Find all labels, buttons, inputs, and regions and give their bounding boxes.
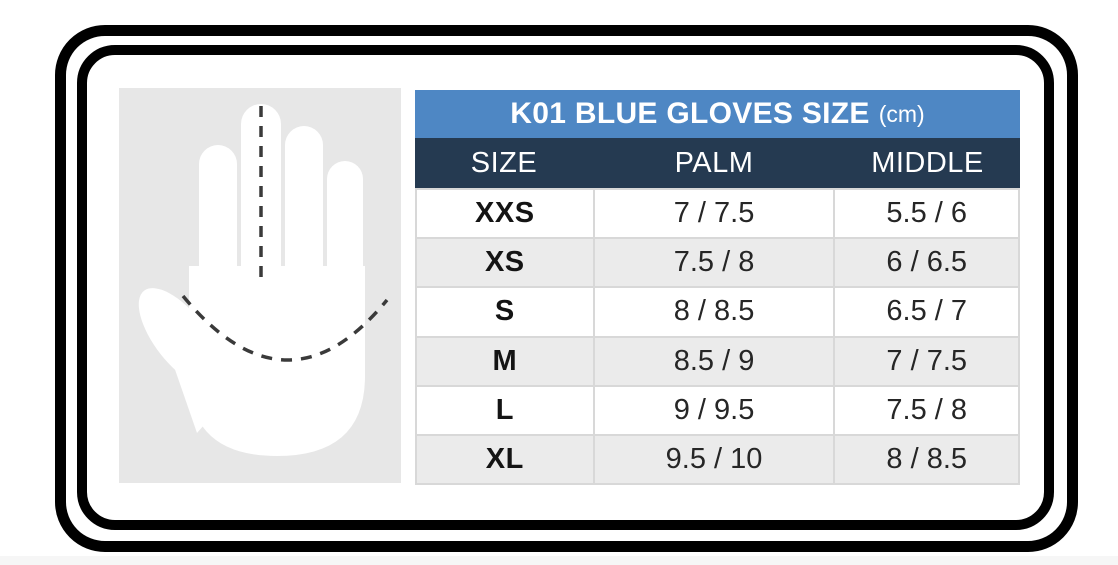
column-header-palm: PALM — [674, 146, 754, 179]
size-cell: XL — [417, 435, 593, 483]
bottom-background-strip — [0, 556, 1118, 565]
size-cell: S — [417, 288, 593, 336]
middle-finger — [241, 104, 281, 304]
size-cell: XS — [417, 239, 593, 287]
middle-cell: 6.5 / 7 — [835, 288, 1018, 336]
column-header-size: SIZE — [470, 146, 538, 179]
table-row: XS 7.5 / 8 6 / 6.5 — [417, 239, 1018, 287]
hand-icon — [119, 88, 401, 483]
palm-cell: 8.5 / 9 — [594, 337, 834, 385]
hand-measurement-illustration — [119, 88, 401, 483]
table-row: XL 9.5 / 10 8 / 8.5 — [417, 435, 1018, 483]
size-cell: XXS — [417, 190, 593, 238]
size-table: K01 BLUE GLOVES SIZE (cm) SIZE PALM MIDD… — [415, 90, 1020, 485]
size-cell: M — [417, 337, 593, 385]
middle-cell: 5.5 / 6 — [835, 190, 1018, 238]
thumb-webbing — [171, 328, 219, 433]
palm-cell: 9 / 9.5 — [594, 386, 834, 434]
table-title: K01 BLUE GLOVES SIZE — [510, 97, 870, 130]
palm-cell: 8 / 8.5 — [594, 288, 834, 336]
card-inner-border — [77, 45, 1054, 530]
middle-cell: 8 / 8.5 — [835, 435, 1018, 483]
table-title-bar: K01 BLUE GLOVES SIZE (cm) — [415, 90, 1020, 138]
table-row: S 8 / 8.5 6.5 / 7 — [417, 288, 1018, 336]
middle-cell: 7.5 / 8 — [835, 386, 1018, 434]
size-cell: L — [417, 386, 593, 434]
ring-finger — [285, 126, 323, 311]
column-header-middle: MIDDLE — [871, 146, 984, 179]
index-finger — [199, 145, 237, 305]
table-row: XXS 7 / 7.5 5.5 / 6 — [417, 190, 1018, 238]
palm-cell: 7.5 / 8 — [594, 239, 834, 287]
palm — [189, 266, 365, 456]
table-title-unit: (cm) — [878, 100, 925, 127]
palm-cell: 7 / 7.5 — [594, 190, 834, 238]
table-row: L 9 / 9.5 7.5 / 8 — [417, 386, 1018, 434]
table-header-row: SIZE PALM MIDDLE — [415, 138, 1020, 188]
palm-cell: 9.5 / 10 — [594, 435, 834, 483]
middle-cell: 7 / 7.5 — [835, 337, 1018, 385]
palm-circumference-dashed-arc — [181, 294, 389, 362]
size-table-body: XXS 7 / 7.5 5.5 / 6 XS 7.5 / 8 6 / 6.5 S… — [415, 188, 1020, 485]
table-row: M 8.5 / 9 7 / 7.5 — [417, 337, 1018, 385]
middle-cell: 6 / 6.5 — [835, 239, 1018, 287]
card-outer-border — [55, 25, 1078, 552]
